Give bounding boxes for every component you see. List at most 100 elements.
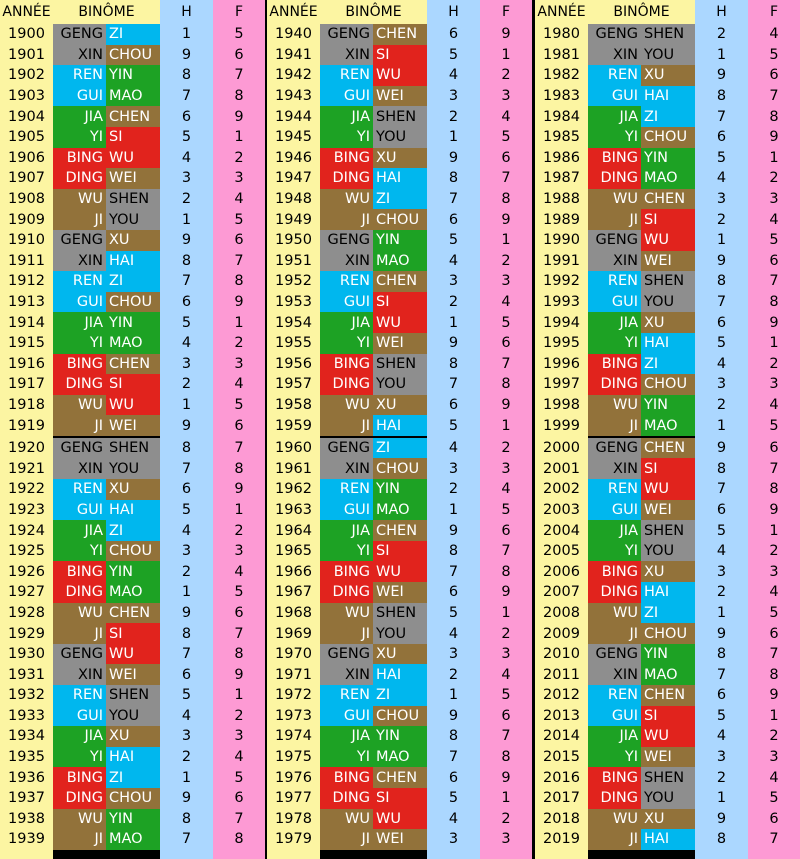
year-cell: 1986	[543, 149, 580, 166]
header-binome: BINÔME	[53, 0, 160, 24]
f-value: 3	[501, 273, 511, 290]
header-f: F	[769, 4, 779, 20]
f-value: 5	[769, 232, 779, 249]
year-cell: 1947	[275, 170, 312, 187]
f-value: 1	[234, 687, 244, 704]
h-value: 5	[448, 604, 459, 621]
stem-cell: JI	[320, 829, 373, 850]
table-row: 1948 WU ZI 7 8	[267, 188, 532, 210]
year-cell: 1933	[8, 707, 45, 724]
year-cell: 2004	[543, 522, 580, 539]
f-value: 7	[234, 67, 244, 84]
f-value: 4	[769, 584, 779, 601]
branch-cell: YOU	[641, 787, 695, 809]
table-row: 1947 DING HAI 8 7	[267, 168, 532, 189]
h-value: 7	[448, 376, 459, 393]
branch-cell: SI	[106, 126, 160, 148]
year-cell: 1917	[8, 376, 45, 393]
f-value: 9	[234, 108, 244, 125]
year-cell: 1926	[8, 563, 45, 580]
stem-cell: JI	[53, 623, 106, 644]
stem-cell: GENG	[320, 643, 373, 665]
table-row: 1926 BING YIN 2 4	[0, 561, 265, 583]
f-value: 1	[501, 604, 511, 621]
table-row: 2011 XIN MAO 7 8	[535, 664, 800, 685]
year-cell: 2008	[543, 604, 580, 621]
stem-cell: DING	[53, 374, 106, 395]
year-cell: 2012	[543, 687, 580, 704]
f-value: 2	[501, 252, 511, 269]
h-value: 9	[181, 604, 192, 621]
f-value: 2	[501, 440, 511, 457]
f-value: 2	[501, 67, 511, 84]
stem-cell: XIN	[588, 250, 641, 272]
table-row: 2000 GENG CHEN 9 6	[535, 437, 800, 459]
stem-cell: XIN	[588, 664, 641, 685]
f-value: 5	[234, 211, 244, 228]
f-value: 2	[234, 522, 244, 539]
year-cell: 1971	[275, 666, 312, 683]
table-row: 1919 JI WEI 9 6	[0, 415, 265, 436]
branch-cell: XU	[106, 229, 160, 251]
year-cell: 2005	[543, 543, 580, 560]
f-value: 6	[769, 252, 779, 269]
stem-cell: YI	[53, 746, 106, 768]
column-band-h	[160, 0, 213, 859]
f-value: 1	[769, 335, 779, 352]
stem-cell: YI	[588, 540, 641, 562]
h-value: 8	[448, 543, 459, 560]
h-value: 4	[716, 543, 727, 560]
branch-cell: WU	[641, 726, 695, 747]
f-value: 5	[769, 417, 779, 434]
h-value: 2	[716, 211, 727, 228]
branch-cell: CHEN	[373, 24, 427, 45]
stem-cell: BING	[588, 353, 641, 375]
branch-cell: CHOU	[641, 126, 695, 148]
branch-cell: YIN	[106, 808, 160, 830]
year-cell: 1929	[8, 625, 45, 642]
stem-cell: XIN	[320, 250, 373, 272]
f-value: 8	[234, 273, 244, 290]
h-value: 2	[448, 294, 459, 311]
stem-cell: GENG	[320, 229, 373, 251]
year-cell: 1946	[275, 149, 312, 166]
stem-cell: JI	[588, 209, 641, 230]
h-value: 1	[181, 26, 192, 43]
f-value: 6	[501, 707, 511, 724]
branch-cell: SHEN	[641, 271, 695, 292]
year-cell: 1955	[275, 335, 312, 352]
branch-cell: WEI	[373, 85, 427, 107]
year-cell: 1980	[543, 26, 580, 43]
year-cell: 1904	[8, 108, 45, 125]
year-cell: 2015	[543, 749, 580, 766]
year-cell: 2000	[543, 440, 580, 457]
stem-cell: YI	[320, 126, 373, 148]
h-value: 2	[181, 191, 192, 208]
year-cell: 1982	[543, 67, 580, 84]
h-value: 9	[716, 67, 727, 84]
branch-cell: SI	[641, 209, 695, 230]
year-cell: 1957	[275, 376, 312, 393]
year-cell: 1935	[8, 749, 45, 766]
year-cell: 1948	[275, 191, 312, 208]
h-value: 1	[181, 769, 192, 786]
table-row: 2016 BING SHEN 2 4	[535, 767, 800, 788]
stem-cell: GUI	[588, 705, 641, 727]
year-cell: 1998	[543, 396, 580, 413]
column-band-f	[748, 0, 800, 859]
table-row: 2013 GUI SI 5 1	[535, 705, 800, 727]
h-value: 2	[181, 563, 192, 580]
table-row: 1901 XIN CHOU 9 6	[0, 44, 265, 66]
branch-cell: SHEN	[373, 106, 427, 127]
f-value: 7	[501, 170, 511, 187]
table-row: 1941 XIN SI 5 1	[267, 44, 532, 66]
f-value: 7	[234, 252, 244, 269]
stem-cell: DING	[588, 582, 641, 603]
table-row: 1928 WU CHEN 9 6	[0, 602, 265, 624]
year-cell: 1973	[275, 707, 312, 724]
f-value: 8	[234, 831, 244, 848]
stem-cell: JI	[588, 623, 641, 644]
stem-cell: GUI	[53, 499, 106, 521]
h-value: 2	[716, 396, 727, 413]
column-band-yr	[0, 0, 53, 859]
